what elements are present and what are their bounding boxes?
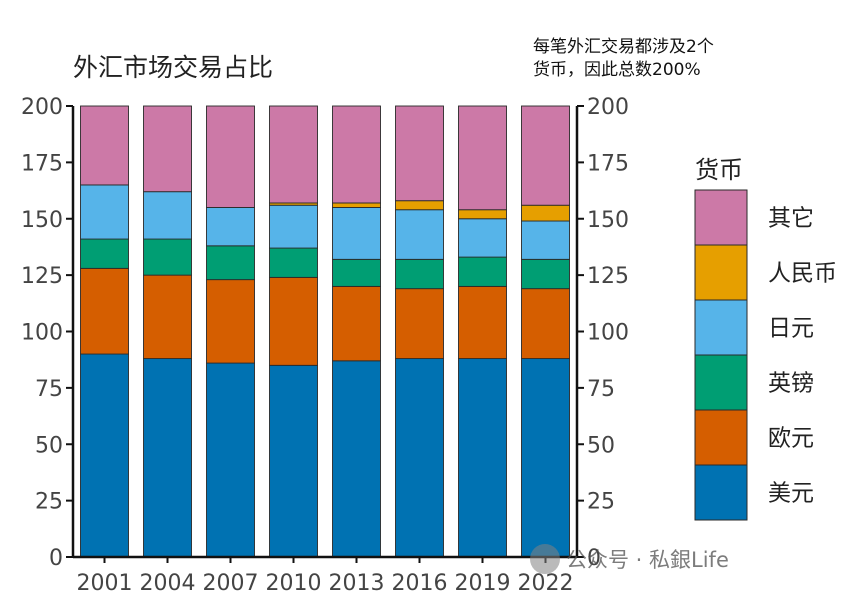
left-y-tick-label: 75: [35, 377, 63, 402]
bar-segment: [458, 256, 507, 287]
bar-segment: [269, 276, 318, 366]
legend-title: 货币: [695, 156, 743, 184]
bar-segment: [458, 105, 507, 211]
bar-segment: [80, 267, 129, 355]
bar-segment: [521, 288, 570, 360]
bar-segment: [143, 358, 192, 558]
legend-swatch: [694, 189, 748, 246]
bar-segment: [206, 245, 255, 281]
x-tick-label: 2016: [392, 571, 448, 596]
legend-label: 人民币: [768, 261, 837, 287]
legend-swatch: [694, 354, 748, 411]
left-y-tick-label: 125: [21, 264, 63, 289]
bar-segment: [458, 285, 507, 360]
right-y-tick-label: 175: [587, 151, 629, 176]
bar-segment: [269, 364, 318, 558]
bar-segment: [332, 202, 381, 208]
chart-note-line-1: 每笔外汇交易都涉及2个: [533, 37, 714, 57]
chart-note-line-2: 货币，因此总数200%: [533, 60, 701, 80]
left-y-tick-label: 25: [35, 490, 63, 515]
legend-swatch: [694, 244, 748, 301]
right-y-tick-label: 200: [587, 95, 629, 120]
bar-segment: [521, 105, 570, 206]
x-tick-label: 2010: [266, 571, 322, 596]
bar-segment: [458, 358, 507, 558]
bar-segment: [80, 238, 129, 269]
right-y-tick-label: 25: [587, 490, 615, 515]
bar-segment: [521, 204, 570, 222]
bar-segment: [332, 360, 381, 558]
bar-segment: [458, 218, 507, 258]
left-y-tick-label: 175: [21, 151, 63, 176]
bar-segment: [395, 258, 444, 290]
bar-segment: [269, 105, 318, 204]
x-tick-label: 2007: [203, 571, 259, 596]
legend-label: 美元: [768, 481, 814, 507]
x-tick-label: 2019: [455, 571, 511, 596]
bar-segment: [332, 258, 381, 287]
bar-segment: [332, 105, 381, 204]
watermark: 公众号 · 私銀Life: [530, 541, 729, 577]
bar-segment: [521, 220, 570, 260]
bar-segment: [206, 362, 255, 558]
x-tick-label: 2001: [77, 571, 133, 596]
left-y-tick-label: 200: [21, 95, 63, 120]
bar-segment: [458, 209, 507, 220]
x-tick-label: 2013: [329, 571, 385, 596]
left-y-tick-label: 100: [21, 321, 63, 346]
bar-segment: [395, 288, 444, 360]
right-y-tick-label: 125: [587, 264, 629, 289]
bar-segment: [206, 207, 255, 247]
bar-segment: [521, 358, 570, 558]
legend-swatch: [694, 409, 748, 466]
right-y-tick-label: 75: [587, 377, 615, 402]
bar-segment: [521, 258, 570, 290]
legend-swatch: [694, 464, 748, 521]
bar-segment: [143, 191, 192, 240]
bar-segment: [80, 353, 129, 558]
bar-segment: [143, 238, 192, 276]
right-y-tick-label: 100: [587, 321, 629, 346]
bar-segment: [143, 274, 192, 360]
chart-title: 外汇市场交易占比: [73, 53, 274, 82]
wechat-logo-icon: [530, 544, 560, 574]
bar-segment: [395, 200, 444, 211]
x-tick-label: 2022: [518, 571, 574, 596]
legend-label: 日元: [768, 316, 814, 342]
right-y-tick-label: 0: [587, 546, 601, 571]
bar-segment: [269, 204, 318, 249]
watermark-text: 公众号 · 私銀Life: [566, 548, 729, 572]
x-tick-label: 2004: [140, 571, 196, 596]
bar-segment: [395, 105, 444, 202]
legend-label: 其它: [768, 206, 814, 232]
right-y-tick-label: 150: [587, 208, 629, 233]
bar-segment: [206, 105, 255, 208]
bar-segment: [80, 184, 129, 240]
legend-label: 欧元: [768, 426, 814, 452]
left-y-tick-label: 150: [21, 208, 63, 233]
bar-segment: [269, 247, 318, 278]
bar-segment: [206, 279, 255, 364]
left-y-tick-label: 50: [35, 433, 63, 458]
legend-swatch: [694, 299, 748, 356]
left-y-tick-label: 0: [49, 546, 63, 571]
bar-segment: [143, 105, 192, 193]
bar-segment: [332, 207, 381, 260]
bar-segment: [80, 105, 129, 186]
legend-label: 英镑: [768, 371, 814, 397]
bar-segment: [395, 209, 444, 260]
bar-segment: [332, 285, 381, 362]
bar-segment: [395, 358, 444, 558]
right-y-tick-label: 50: [587, 433, 615, 458]
